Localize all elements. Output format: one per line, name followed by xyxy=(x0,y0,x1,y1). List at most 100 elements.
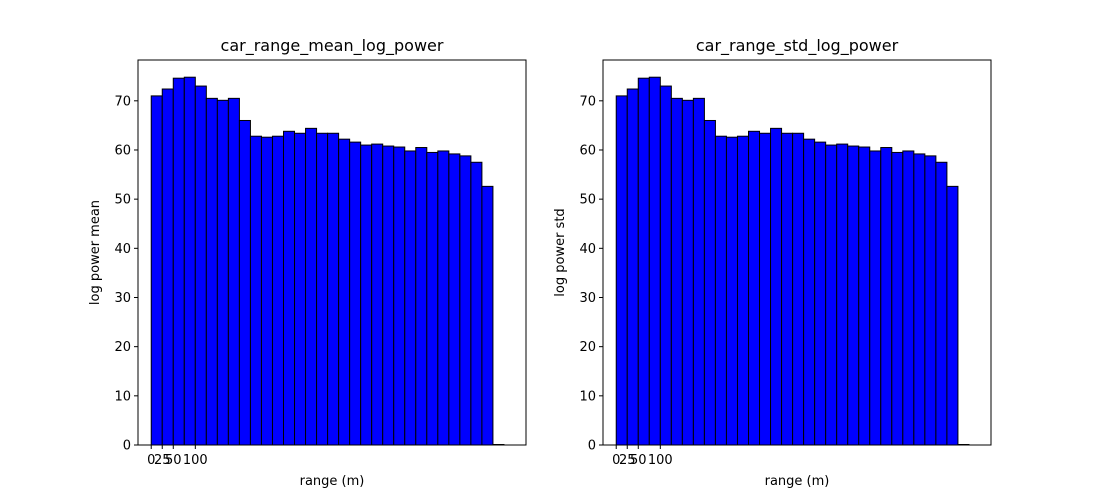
bar xyxy=(249,135,262,446)
bar xyxy=(260,136,273,446)
bar xyxy=(161,88,174,446)
x-tick-label: 50 xyxy=(630,453,647,468)
y-axis: 0 10 20 30 40 50 60 70 xyxy=(579,94,603,454)
bar xyxy=(902,150,915,446)
bar xyxy=(437,150,450,446)
plot-frame xyxy=(137,59,527,446)
bar xyxy=(150,95,163,446)
bar xyxy=(227,97,240,446)
bar xyxy=(648,76,661,446)
bar xyxy=(238,119,251,446)
y-tick-label: 40 xyxy=(114,242,131,257)
bar xyxy=(448,153,461,446)
y-tick-label: 20 xyxy=(114,340,131,355)
bar xyxy=(415,147,428,446)
bar xyxy=(946,185,959,446)
bar xyxy=(194,85,207,446)
bar xyxy=(637,77,650,446)
bar xyxy=(847,145,860,446)
y-tick-label: 40 xyxy=(579,242,596,257)
y-tick-label: 30 xyxy=(579,291,596,306)
y-axis-label: log power std xyxy=(553,208,568,296)
bar xyxy=(382,145,395,446)
bar xyxy=(781,132,794,446)
bar xyxy=(470,161,483,446)
x-axis-label: range (m) xyxy=(300,474,365,489)
y-tick-label: 70 xyxy=(114,94,131,109)
bar xyxy=(404,150,417,446)
bar xyxy=(205,97,218,446)
bar xyxy=(681,99,694,446)
bar xyxy=(172,77,185,446)
bar xyxy=(615,95,628,446)
x-tick-label: 100 xyxy=(183,453,208,468)
y-axis-label: log power mean xyxy=(88,200,103,305)
bar xyxy=(714,135,727,446)
y-tick-label: 70 xyxy=(579,94,596,109)
bar xyxy=(371,143,384,446)
bar xyxy=(748,130,761,446)
x-tick-label: 0 xyxy=(612,453,620,468)
y-tick-label: 50 xyxy=(114,193,131,208)
bar xyxy=(880,147,893,446)
x-tick-label: 0 xyxy=(147,453,155,468)
bar xyxy=(283,130,296,446)
x-tick-label: 25 xyxy=(154,453,171,468)
bar xyxy=(825,144,838,446)
bar xyxy=(216,99,229,446)
y-tick-label: 20 xyxy=(579,340,596,355)
y-tick-label: 0 xyxy=(123,439,131,454)
bar-group xyxy=(615,76,970,446)
y-tick-label: 30 xyxy=(114,291,131,306)
bar xyxy=(770,127,783,446)
bar xyxy=(814,141,827,446)
bar xyxy=(924,155,937,446)
bar xyxy=(349,141,362,446)
bar xyxy=(360,144,373,446)
x-tick-label: 100 xyxy=(648,453,673,468)
bar xyxy=(659,85,672,446)
y-axis: 0 10 20 30 40 50 60 70 xyxy=(114,94,138,454)
x-tick-label: 50 xyxy=(165,453,182,468)
y-tick-label: 0 xyxy=(588,439,596,454)
bar xyxy=(393,146,406,446)
y-tick-label: 60 xyxy=(579,143,596,158)
bar xyxy=(426,151,439,446)
bar xyxy=(725,136,738,446)
chart-title: car_range_std_log_power xyxy=(696,36,899,56)
bar xyxy=(692,97,705,446)
bar xyxy=(858,146,871,446)
y-tick-label: 10 xyxy=(114,389,131,404)
bar xyxy=(459,155,472,446)
bar xyxy=(670,97,683,446)
bar xyxy=(316,132,329,446)
bar xyxy=(913,153,926,446)
chart-title: car_range_mean_log_power xyxy=(221,36,444,56)
x-axis-label: range (m) xyxy=(765,474,830,489)
y-tick-label: 60 xyxy=(114,143,131,158)
bar xyxy=(626,88,639,446)
bar xyxy=(836,143,849,446)
bar xyxy=(736,135,750,446)
bar xyxy=(305,127,318,446)
bar xyxy=(792,132,805,446)
bar xyxy=(703,119,716,446)
y-tick-label: 50 xyxy=(579,193,596,208)
bar xyxy=(759,132,772,446)
bar xyxy=(935,161,948,446)
bar xyxy=(327,132,340,446)
x-tick-label: 25 xyxy=(619,453,636,468)
bar xyxy=(803,138,816,446)
bar xyxy=(481,185,494,446)
bar xyxy=(869,150,882,446)
bar xyxy=(271,135,284,446)
bar xyxy=(294,132,307,446)
bar xyxy=(891,151,904,446)
bar xyxy=(183,76,196,446)
y-tick-label: 10 xyxy=(579,389,596,404)
